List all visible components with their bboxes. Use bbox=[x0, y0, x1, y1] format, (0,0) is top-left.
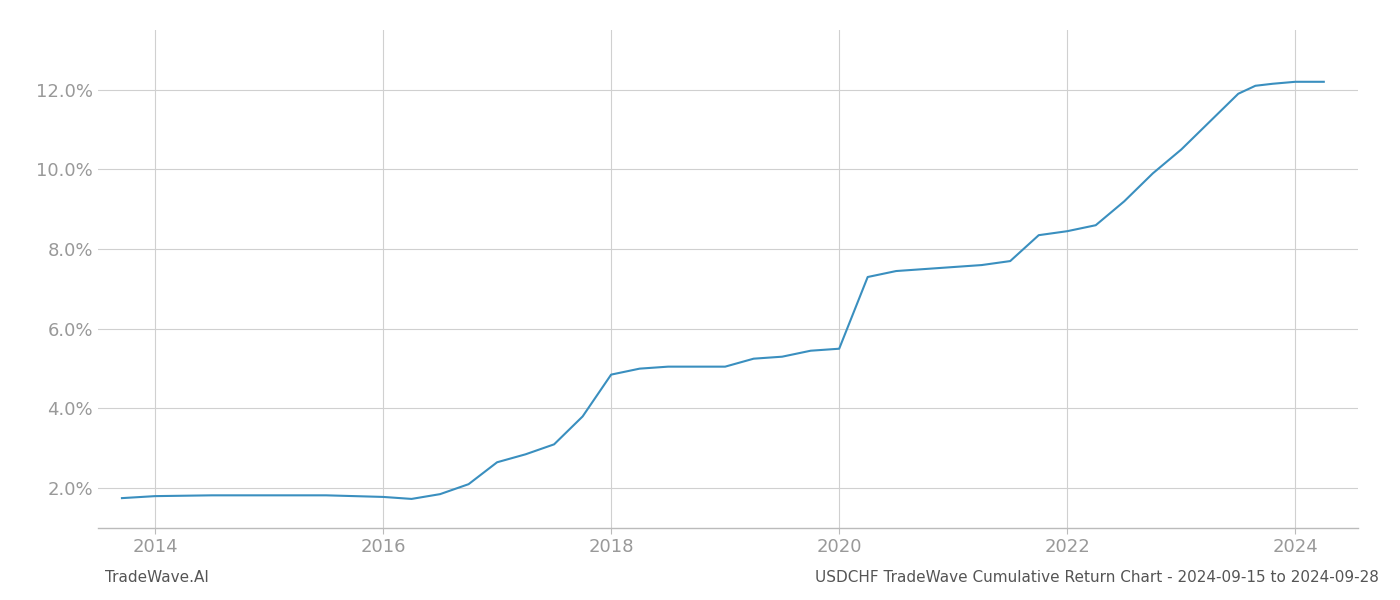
Text: TradeWave.AI: TradeWave.AI bbox=[105, 570, 209, 585]
Text: USDCHF TradeWave Cumulative Return Chart - 2024-09-15 to 2024-09-28: USDCHF TradeWave Cumulative Return Chart… bbox=[815, 570, 1379, 585]
